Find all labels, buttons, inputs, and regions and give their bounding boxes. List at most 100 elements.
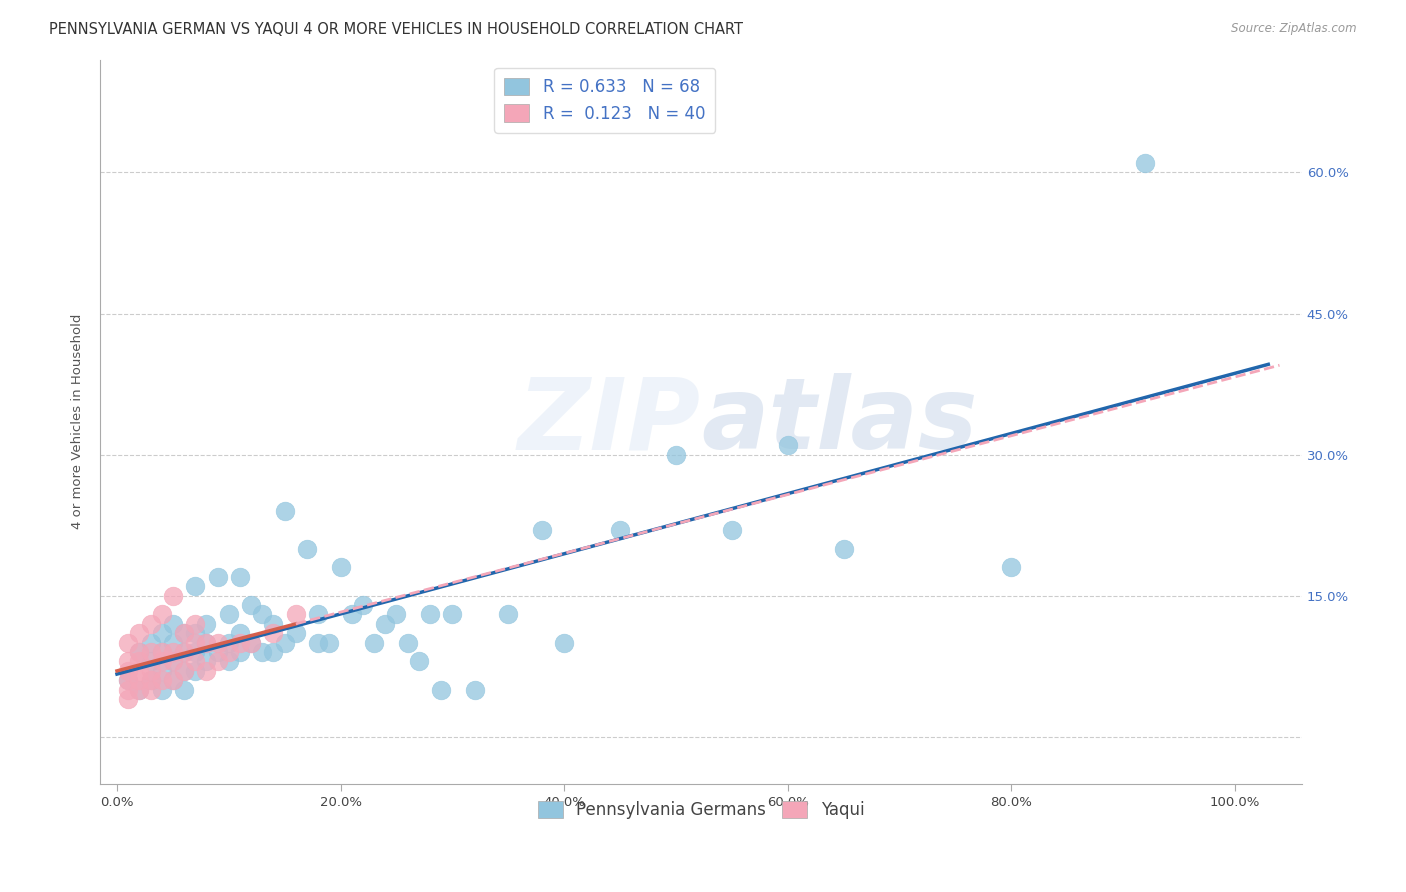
- Point: [162, 589, 184, 603]
- Point: [184, 635, 207, 649]
- Point: [139, 655, 162, 669]
- Point: [128, 626, 150, 640]
- Point: [150, 682, 173, 697]
- Point: [363, 635, 385, 649]
- Point: [195, 655, 218, 669]
- Point: [195, 635, 218, 649]
- Point: [252, 645, 274, 659]
- Point: [184, 616, 207, 631]
- Point: [128, 673, 150, 688]
- Point: [150, 645, 173, 659]
- Point: [195, 664, 218, 678]
- Point: [195, 635, 218, 649]
- Point: [284, 626, 307, 640]
- Point: [776, 438, 799, 452]
- Point: [530, 523, 553, 537]
- Point: [218, 635, 240, 649]
- Point: [1135, 156, 1157, 170]
- Text: ZIP: ZIP: [517, 373, 702, 470]
- Point: [117, 673, 139, 688]
- Point: [139, 635, 162, 649]
- Point: [207, 655, 229, 669]
- Point: [184, 645, 207, 659]
- Point: [195, 616, 218, 631]
- Point: [162, 655, 184, 669]
- Point: [318, 635, 340, 649]
- Point: [173, 664, 195, 678]
- Point: [117, 635, 139, 649]
- Point: [139, 664, 162, 678]
- Point: [218, 655, 240, 669]
- Point: [229, 570, 252, 584]
- Point: [464, 682, 486, 697]
- Point: [284, 607, 307, 622]
- Point: [173, 664, 195, 678]
- Text: atlas: atlas: [702, 373, 977, 470]
- Point: [218, 645, 240, 659]
- Point: [229, 645, 252, 659]
- Point: [263, 616, 285, 631]
- Point: [150, 626, 173, 640]
- Point: [263, 626, 285, 640]
- Point: [207, 635, 229, 649]
- Legend: Pennsylvania Germans, Yaqui: Pennsylvania Germans, Yaqui: [531, 795, 872, 826]
- Point: [1000, 560, 1022, 574]
- Point: [162, 673, 184, 688]
- Point: [128, 655, 150, 669]
- Point: [139, 616, 162, 631]
- Point: [252, 607, 274, 622]
- Point: [496, 607, 519, 622]
- Point: [117, 682, 139, 697]
- Point: [553, 635, 575, 649]
- Point: [150, 645, 173, 659]
- Text: Source: ZipAtlas.com: Source: ZipAtlas.com: [1232, 22, 1357, 36]
- Point: [117, 664, 139, 678]
- Point: [441, 607, 464, 622]
- Point: [207, 570, 229, 584]
- Point: [139, 673, 162, 688]
- Point: [173, 645, 195, 659]
- Point: [128, 682, 150, 697]
- Point: [139, 682, 162, 697]
- Point: [184, 626, 207, 640]
- Point: [207, 645, 229, 659]
- Point: [184, 664, 207, 678]
- Point: [184, 579, 207, 593]
- Point: [117, 692, 139, 706]
- Point: [374, 616, 396, 631]
- Point: [609, 523, 631, 537]
- Point: [150, 664, 173, 678]
- Point: [173, 626, 195, 640]
- Point: [162, 645, 184, 659]
- Point: [218, 607, 240, 622]
- Point: [117, 673, 139, 688]
- Point: [329, 560, 352, 574]
- Point: [396, 635, 419, 649]
- Point: [340, 607, 363, 622]
- Text: PENNSYLVANIA GERMAN VS YAQUI 4 OR MORE VEHICLES IN HOUSEHOLD CORRELATION CHART: PENNSYLVANIA GERMAN VS YAQUI 4 OR MORE V…: [49, 22, 744, 37]
- Point: [240, 598, 263, 612]
- Point: [139, 645, 162, 659]
- Point: [128, 682, 150, 697]
- Point: [720, 523, 742, 537]
- Point: [408, 655, 430, 669]
- Point: [150, 655, 173, 669]
- Point: [150, 607, 173, 622]
- Point: [240, 635, 263, 649]
- Point: [419, 607, 441, 622]
- Y-axis label: 4 or more Vehicles in Household: 4 or more Vehicles in Household: [72, 314, 84, 529]
- Point: [139, 673, 162, 688]
- Point: [832, 541, 855, 556]
- Point: [665, 448, 688, 462]
- Point: [229, 626, 252, 640]
- Point: [173, 645, 195, 659]
- Point: [173, 682, 195, 697]
- Point: [229, 635, 252, 649]
- Point: [240, 635, 263, 649]
- Point: [184, 655, 207, 669]
- Point: [430, 682, 453, 697]
- Point: [307, 607, 329, 622]
- Point: [352, 598, 374, 612]
- Point: [295, 541, 318, 556]
- Point: [162, 616, 184, 631]
